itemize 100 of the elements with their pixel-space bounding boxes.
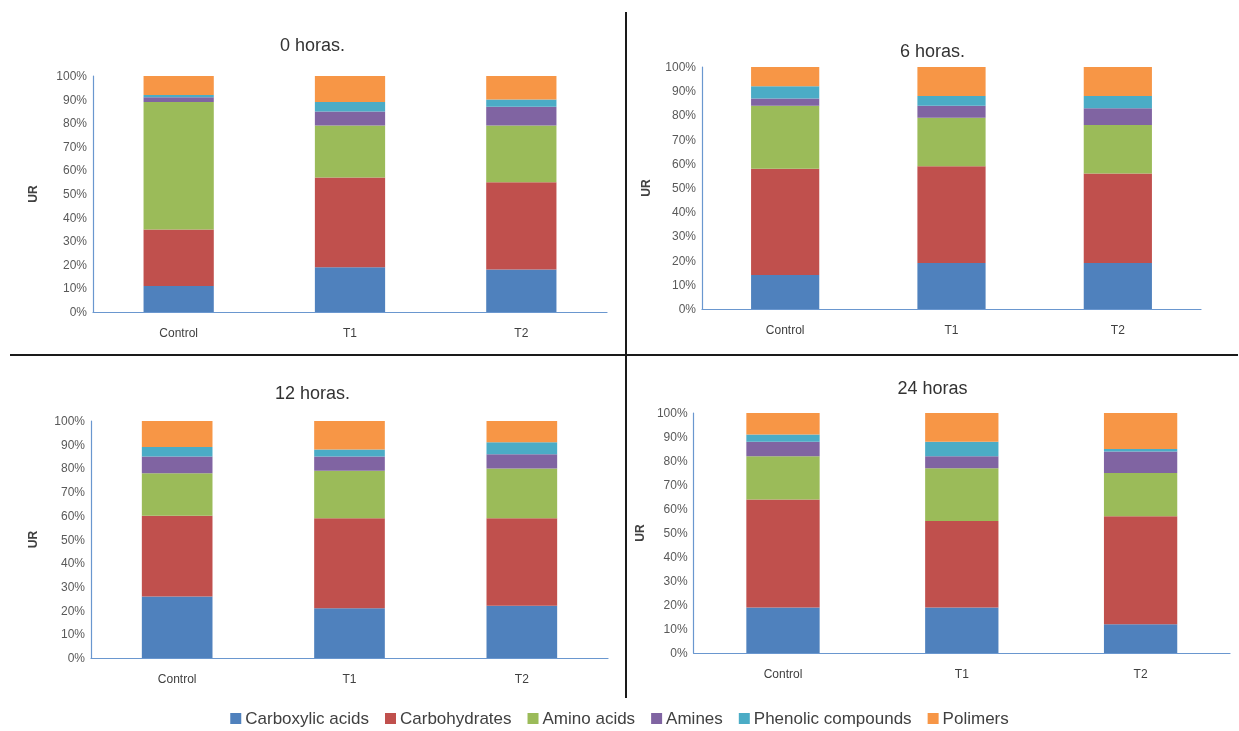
y-tick-label: 30% bbox=[671, 229, 697, 244]
bar bbox=[314, 125, 386, 178]
bar bbox=[925, 441, 999, 457]
chart-title: 12 horas. bbox=[274, 383, 351, 403]
bar bbox=[751, 105, 820, 169]
y-tick-label: 50% bbox=[663, 526, 688, 540]
bar bbox=[1083, 263, 1152, 309]
x-tick-label: T1 bbox=[342, 326, 358, 340]
bar bbox=[314, 608, 385, 658]
bar bbox=[917, 263, 986, 309]
x-tick-label: T1 bbox=[342, 672, 357, 686]
y-tick-label: 40% bbox=[671, 205, 697, 220]
x-tick-label: Control bbox=[159, 326, 199, 340]
bar bbox=[1103, 516, 1178, 625]
bar bbox=[314, 470, 385, 519]
y-tick-label: 10% bbox=[62, 281, 88, 296]
bar bbox=[143, 286, 214, 312]
bar bbox=[143, 101, 214, 230]
chart-title: 6 horas. bbox=[899, 41, 966, 61]
bar bbox=[141, 421, 213, 448]
y-tick-label: 100% bbox=[56, 69, 88, 83]
chart-title: 0 horas. bbox=[279, 35, 346, 55]
x-tick-label: Control bbox=[765, 323, 805, 337]
bar bbox=[314, 76, 386, 102]
bar bbox=[746, 456, 820, 500]
bar bbox=[314, 177, 386, 268]
legend-label: Amino acids bbox=[542, 709, 636, 728]
y-tick-label: 70% bbox=[671, 132, 697, 147]
x-tick-label: Control bbox=[157, 672, 197, 686]
bar bbox=[314, 101, 386, 112]
bar bbox=[751, 67, 820, 87]
y-tick-label: 20% bbox=[62, 257, 88, 272]
legend-label: Carbohydrates bbox=[400, 709, 512, 728]
y-tick-label: 10% bbox=[60, 627, 86, 642]
bar bbox=[925, 468, 999, 521]
bar bbox=[314, 111, 386, 126]
y-tick-label: 30% bbox=[62, 234, 88, 249]
y-tick-label: 20% bbox=[60, 603, 86, 618]
y-tick-label: 0% bbox=[69, 305, 88, 319]
chart-title: 24 horas bbox=[897, 378, 968, 398]
y-tick-label: 90% bbox=[60, 437, 86, 452]
bar bbox=[141, 596, 213, 658]
bar bbox=[746, 499, 820, 608]
bar bbox=[1103, 451, 1178, 473]
y-tick-label: 40% bbox=[663, 550, 688, 564]
bar bbox=[143, 97, 214, 102]
y-tick-label: 60% bbox=[62, 163, 88, 178]
bar bbox=[751, 86, 820, 99]
bar bbox=[486, 454, 558, 469]
y-axis-title: UR bbox=[26, 530, 40, 549]
bar bbox=[746, 413, 820, 435]
y-tick-label: 60% bbox=[663, 502, 688, 516]
y-tick-label: 50% bbox=[60, 532, 86, 547]
x-tick-label: T2 bbox=[514, 672, 530, 686]
x-tick-label: T2 bbox=[1133, 667, 1148, 681]
bar bbox=[917, 105, 986, 118]
x-tick-label: T1 bbox=[954, 667, 970, 681]
y-tick-label: 0% bbox=[670, 646, 688, 660]
bar bbox=[314, 518, 385, 609]
bar bbox=[917, 166, 986, 264]
x-tick-label: Control bbox=[763, 667, 803, 681]
y-tick-label: 70% bbox=[62, 139, 88, 154]
y-tick-label: 10% bbox=[671, 277, 697, 292]
y-axis-title: UR bbox=[633, 524, 647, 542]
bar bbox=[925, 456, 999, 469]
y-tick-label: 70% bbox=[60, 485, 86, 500]
y-tick-label: 20% bbox=[671, 253, 697, 268]
bar bbox=[143, 229, 214, 287]
bar bbox=[486, 605, 558, 658]
y-tick-label: 40% bbox=[62, 210, 88, 225]
y-tick-label: 90% bbox=[671, 84, 697, 99]
bar bbox=[314, 421, 385, 450]
bar bbox=[1083, 67, 1152, 97]
bar bbox=[917, 117, 986, 167]
legend-label: Amines bbox=[666, 709, 723, 728]
legend-label: Polimers bbox=[942, 709, 1009, 728]
x-tick-label: T2 bbox=[514, 326, 529, 340]
bar bbox=[486, 269, 557, 312]
bar bbox=[486, 76, 557, 100]
y-tick-label: 90% bbox=[663, 430, 688, 444]
y-tick-label: 30% bbox=[663, 574, 688, 588]
bar bbox=[925, 607, 999, 653]
bar bbox=[1083, 173, 1152, 264]
bar bbox=[486, 106, 557, 126]
bar bbox=[486, 468, 558, 519]
bar bbox=[746, 607, 820, 653]
y-tick-label: 30% bbox=[60, 579, 86, 594]
y-tick-label: 80% bbox=[60, 461, 86, 476]
y-axis-title: UR bbox=[639, 179, 653, 197]
y-tick-label: 60% bbox=[60, 508, 86, 523]
y-tick-label: 100% bbox=[656, 406, 688, 420]
y-tick-label: 20% bbox=[663, 598, 688, 612]
y-tick-label: 60% bbox=[671, 156, 697, 171]
y-tick-label: 0% bbox=[67, 651, 86, 665]
bar bbox=[746, 441, 820, 457]
bar bbox=[925, 413, 999, 442]
bar bbox=[141, 473, 213, 516]
bar bbox=[314, 456, 385, 471]
bar bbox=[917, 96, 986, 106]
bar bbox=[486, 421, 558, 443]
